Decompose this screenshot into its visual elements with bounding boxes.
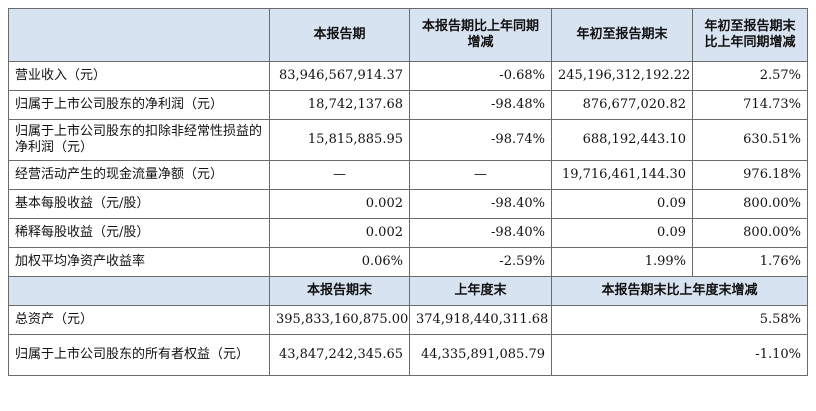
- current-period-value: 83,946,567,914.37: [269, 61, 410, 91]
- ytd-change: 714.73%: [692, 90, 808, 120]
- ytd-value: 19,716,461,144.30: [551, 160, 693, 190]
- current-period-value: 0.06%: [269, 247, 410, 277]
- period-end-value: 43,847,242,345.65: [269, 334, 410, 376]
- subheader-prior-year-end: 上年度末: [409, 276, 552, 306]
- ytd-change: 800.00%: [692, 218, 808, 248]
- header-year-to-date: 年初至报告期末: [551, 8, 693, 62]
- header-current-period-yoy: 本报告期比上年同期增减: [409, 8, 552, 62]
- current-period-change: -98.40%: [409, 218, 552, 248]
- table-row: 营业收入（元） 83,946,567,914.37 -0.68% 245,196…: [8, 61, 808, 91]
- table-row: 归属于上市公司股东的净利润（元） 18,742,137.68 -98.48% 8…: [8, 90, 808, 120]
- row-label: 营业收入（元）: [8, 61, 270, 91]
- ytd-change: 630.51%: [692, 119, 808, 161]
- ytd-value: 688,192,443.10: [551, 119, 693, 161]
- row-label: 归属于上市公司股东的扣除非经常性损益的净利润（元）: [8, 119, 270, 161]
- current-period-value: 15,815,885.95: [269, 119, 410, 161]
- ytd-change: 800.00%: [692, 189, 808, 219]
- ytd-change: 976.18%: [692, 160, 808, 190]
- current-period-change: -2.59%: [409, 247, 552, 277]
- period-end-change: -1.10%: [551, 334, 808, 376]
- header-year-to-date-yoy: 年初至报告期末比上年同期增减: [692, 8, 808, 62]
- current-period-change: —: [409, 160, 552, 190]
- ytd-value: 245,196,312,192.22: [551, 61, 693, 91]
- prior-year-end-value: 374,918,440,311.68: [409, 305, 552, 335]
- table-row: 加权平均净资产收益率 0.06% -2.59% 1.99% 1.76%: [8, 247, 808, 277]
- table-header-row: 本报告期 本报告期比上年同期增减 年初至报告期末 年初至报告期末比上年同期增减: [8, 8, 808, 62]
- row-label: 稀释每股收益（元/股）: [8, 218, 270, 248]
- current-period-change: -98.40%: [409, 189, 552, 219]
- row-label: 总资产（元）: [8, 305, 270, 335]
- current-period-value: 0.002: [269, 218, 410, 248]
- table-row: 经营活动产生的现金流量净额（元） — — 19,716,461,144.30 9…: [8, 160, 808, 190]
- current-period-change: -98.74%: [409, 119, 552, 161]
- subheader-period-end-change: 本报告期末比上年度末增减: [551, 276, 808, 306]
- period-end-change: 5.58%: [551, 305, 808, 335]
- period-end-value: 395,833,160,875.00: [269, 305, 410, 335]
- table-row: 归属于上市公司股东的所有者权益（元） 43,847,242,345.65 44,…: [8, 334, 808, 376]
- table-row: 总资产（元） 395,833,160,875.00 374,918,440,31…: [8, 305, 808, 335]
- financial-table-container: 本报告期 本报告期比上年同期增减 年初至报告期末 年初至报告期末比上年同期增减 …: [8, 8, 808, 376]
- prior-year-end-value: 44,335,891,085.79: [409, 334, 552, 376]
- row-label: 归属于上市公司股东的净利润（元）: [8, 90, 270, 120]
- subheader-cell-empty: [8, 276, 270, 306]
- table-subheader-row: 本报告期末 上年度末 本报告期末比上年度末增减: [8, 276, 808, 306]
- row-label: 基本每股收益（元/股）: [8, 189, 270, 219]
- row-label: 归属于上市公司股东的所有者权益（元）: [8, 334, 270, 376]
- row-label: 加权平均净资产收益率: [8, 247, 270, 277]
- table-row: 基本每股收益（元/股） 0.002 -98.40% 0.09 800.00%: [8, 189, 808, 219]
- row-label: 经营活动产生的现金流量净额（元）: [8, 160, 270, 190]
- current-period-value: 18,742,137.68: [269, 90, 410, 120]
- current-period-change: -98.48%: [409, 90, 552, 120]
- ytd-value: 876,677,020.82: [551, 90, 693, 120]
- current-period-value: 0.002: [269, 189, 410, 219]
- subheader-period-end: 本报告期末: [269, 276, 410, 306]
- current-period-value: —: [269, 160, 410, 190]
- financial-summary-table: 本报告期 本报告期比上年同期增减 年初至报告期末 年初至报告期末比上年同期增减 …: [8, 8, 808, 376]
- ytd-change: 2.57%: [692, 61, 808, 91]
- table-row: 归属于上市公司股东的扣除非经常性损益的净利润（元） 15,815,885.95 …: [8, 119, 808, 161]
- ytd-value: 0.09: [551, 218, 693, 248]
- header-current-period: 本报告期: [269, 8, 410, 62]
- ytd-change: 1.76%: [692, 247, 808, 277]
- ytd-value: 1.99%: [551, 247, 693, 277]
- header-cell-empty: [8, 8, 270, 62]
- current-period-change: -0.68%: [409, 61, 552, 91]
- ytd-value: 0.09: [551, 189, 693, 219]
- table-row: 稀释每股收益（元/股） 0.002 -98.40% 0.09 800.00%: [8, 218, 808, 248]
